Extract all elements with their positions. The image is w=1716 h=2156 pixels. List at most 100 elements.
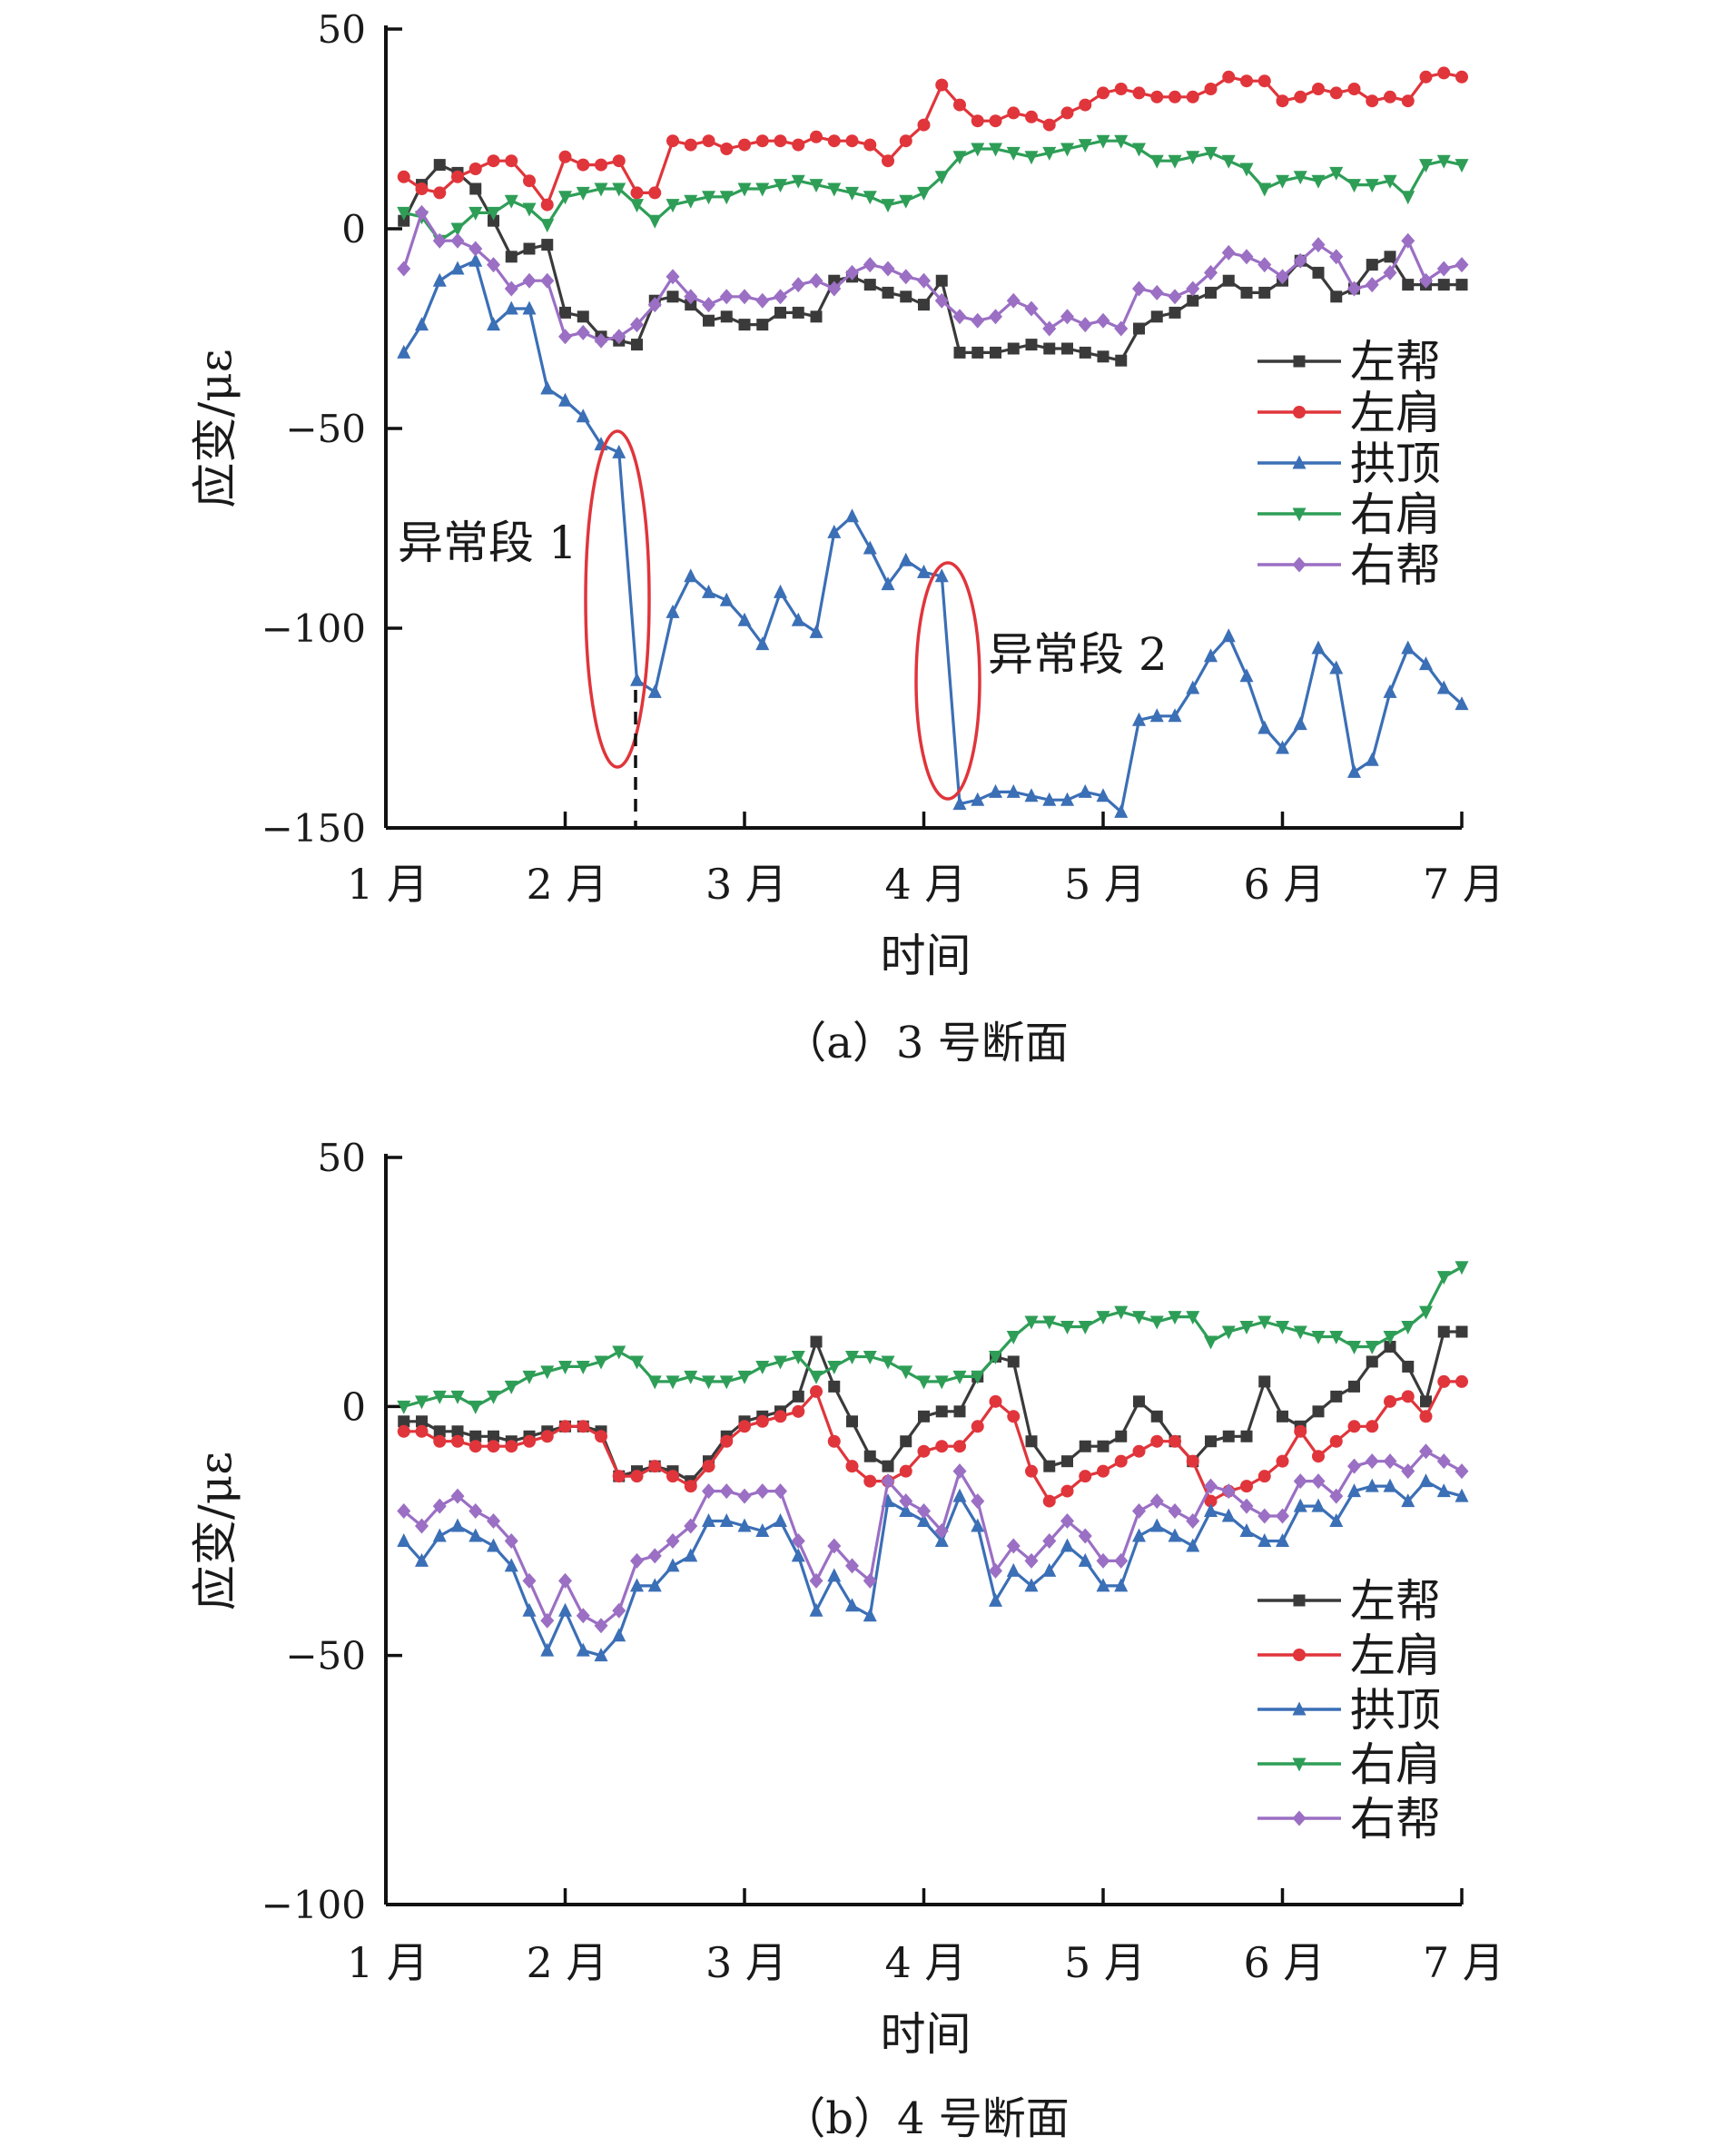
data-point [1329, 1331, 1344, 1345]
data-point [522, 1602, 537, 1617]
data-point [1149, 1518, 1164, 1532]
data-point [666, 269, 680, 285]
data-point [827, 281, 842, 297]
data-point [1007, 342, 1020, 355]
series-0 [398, 159, 1468, 367]
x-tick-label: 7 月 [1423, 860, 1504, 909]
data-point [1401, 232, 1415, 249]
data-point [432, 232, 447, 249]
data-point [1168, 708, 1182, 723]
data-point [1024, 300, 1039, 317]
data-point [720, 143, 734, 155]
data-point [1042, 792, 1057, 806]
data-point [468, 1503, 483, 1520]
data-point [647, 214, 662, 229]
data-point [450, 1390, 465, 1404]
data-point [630, 672, 644, 686]
data-point [1222, 70, 1236, 84]
data-point [558, 191, 572, 205]
data-point [738, 319, 751, 331]
data-point [809, 272, 823, 289]
data-point [1383, 684, 1397, 698]
data-point [899, 134, 912, 148]
data-point [1312, 1405, 1325, 1418]
data-point [827, 182, 842, 197]
data-point [1257, 720, 1272, 734]
data-point [594, 182, 608, 197]
data-point [1149, 284, 1164, 300]
data-point [541, 239, 554, 251]
data-point [1060, 1538, 1074, 1552]
data-point [1311, 1473, 1326, 1490]
data-point [810, 1335, 823, 1348]
data-point [935, 1440, 949, 1453]
data-point [863, 1350, 877, 1364]
data-point [774, 1483, 787, 1500]
data-point [1312, 266, 1325, 279]
data-point [1204, 146, 1218, 161]
data-point [540, 198, 554, 212]
data-point [523, 1434, 536, 1448]
data-point [1204, 1494, 1218, 1508]
data-point [917, 118, 931, 132]
data-point [468, 1440, 482, 1453]
data-point [1168, 1528, 1182, 1542]
data-point [863, 1474, 877, 1488]
data-point [647, 684, 662, 698]
data-point [1436, 1483, 1451, 1498]
data-point [1221, 154, 1236, 169]
data-point [738, 138, 751, 152]
data-point [737, 1370, 752, 1384]
series-line [402, 1450, 1463, 1628]
data-point [809, 1370, 823, 1384]
data-point [540, 1612, 555, 1629]
data-point [1042, 1494, 1056, 1508]
y-tick-label: −100 [261, 606, 366, 651]
data-point [1132, 1503, 1146, 1520]
data-point [827, 1538, 842, 1554]
data-point [684, 138, 697, 152]
series-4 [397, 204, 1469, 349]
data-point [845, 1350, 859, 1364]
data-point [1025, 110, 1038, 123]
chart-panel-a: 50 0 −50 −100 −150 1 月 2 月 3 月 4 月 5 月 6 月 7 月时间 应变/… [189, 7, 1504, 1068]
data-point [738, 1420, 751, 1433]
x-axis-label: 时间 [881, 2008, 971, 2061]
data-point [1401, 1390, 1415, 1403]
data-point [1132, 86, 1146, 100]
data-point [899, 269, 913, 285]
data-point [719, 1483, 734, 1500]
data-point [1293, 1498, 1307, 1512]
data-point [1311, 237, 1326, 253]
data-point [952, 151, 967, 165]
data-point [971, 143, 985, 157]
data-point [415, 317, 429, 331]
data-point [1007, 1410, 1021, 1423]
data-point [971, 346, 984, 359]
data-point [1042, 146, 1057, 161]
data-point [505, 1440, 518, 1453]
data-point [612, 444, 626, 458]
data-point [432, 1498, 447, 1514]
data-point [1079, 1440, 1091, 1452]
legend-item: 左帮 [1257, 1575, 1441, 1628]
data-point [1455, 696, 1469, 711]
data-point [899, 1464, 912, 1478]
data-point [1006, 292, 1021, 309]
figure-caption: （b）4 号断面 [782, 2093, 1070, 2144]
data-point [397, 206, 411, 221]
data-point [791, 1532, 805, 1549]
data-point [774, 179, 787, 193]
data-point [774, 306, 786, 319]
data-point [1257, 1315, 1272, 1330]
data-point [1329, 249, 1344, 265]
data-point [1239, 668, 1254, 683]
data-point [702, 297, 715, 313]
data-point [1150, 90, 1164, 103]
legend-item: 拱顶 [1257, 438, 1441, 490]
data-point [952, 1488, 967, 1502]
data-point [487, 1538, 500, 1552]
data-point [774, 289, 787, 305]
